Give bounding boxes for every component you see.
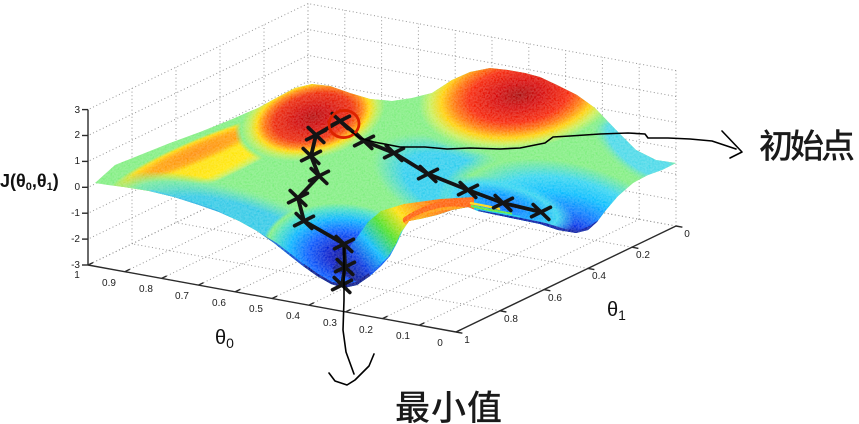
svg-text:0: 0 xyxy=(684,229,690,240)
svg-text:0.4: 0.4 xyxy=(592,271,606,282)
svg-text:0: 0 xyxy=(437,338,443,349)
svg-text:0.7: 0.7 xyxy=(175,291,189,302)
svg-text:0.8: 0.8 xyxy=(139,284,153,295)
svg-text:1: 1 xyxy=(74,156,80,167)
svg-text:0.2: 0.2 xyxy=(636,250,650,261)
svg-text:0.2: 0.2 xyxy=(359,325,373,336)
svg-text:0.6: 0.6 xyxy=(548,293,562,304)
svg-text:J(θ0,θ1): J(θ0,θ1) xyxy=(0,171,59,193)
svg-text:-2: -2 xyxy=(71,234,80,245)
svg-text:1: 1 xyxy=(464,335,470,346)
svg-text:0.8: 0.8 xyxy=(504,314,518,325)
svg-text:-1: -1 xyxy=(71,208,80,219)
svg-text:0.5: 0.5 xyxy=(249,304,263,315)
svg-text:0.4: 0.4 xyxy=(286,311,300,322)
svg-text:1: 1 xyxy=(74,270,80,281)
svg-text:0.1: 0.1 xyxy=(396,331,410,342)
svg-text:3: 3 xyxy=(74,105,80,116)
svg-text:0.6: 0.6 xyxy=(212,298,226,309)
svg-text:-3: -3 xyxy=(71,260,80,271)
svg-text:0.3: 0.3 xyxy=(323,318,337,329)
svg-text:2: 2 xyxy=(74,130,80,141)
svg-text:0.9: 0.9 xyxy=(102,278,116,289)
svg-text:0: 0 xyxy=(74,182,80,193)
